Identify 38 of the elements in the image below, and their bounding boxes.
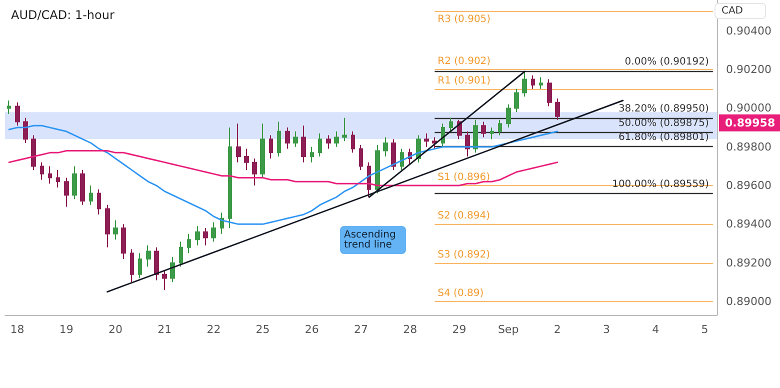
x-tick-label: 18 [10, 323, 24, 336]
ref-line-label: R3 (0.905) [438, 14, 491, 26]
x-tick-label: 19 [59, 323, 74, 336]
ref-line-label: R2 (0.902) [438, 56, 491, 68]
ref-line-label: 50.00% (0.89875) [618, 118, 709, 129]
y-tick-label: 0.89800 [726, 140, 772, 154]
y-tick-label: 0.89200 [726, 256, 772, 270]
x-tick-label: 20 [108, 323, 122, 336]
text: AUD/CAD: 1-hour [11, 8, 114, 22]
x-tick-label: 21 [158, 323, 172, 336]
ref-line-label: S2 (0.894) [438, 210, 490, 222]
x-tick-label: 27 [354, 323, 368, 336]
ref-line-label: 61.80% (0.89801) [618, 132, 709, 144]
ref-line-label: 0.00% (0.90192) [624, 56, 709, 68]
x-tick-label: 4 [652, 323, 660, 336]
x-tick-label: 29 [452, 323, 466, 336]
x-tick-label: 22 [206, 323, 221, 336]
x-tick-label: 2 [554, 323, 561, 336]
ref-line-label: S1 (0.896) [438, 172, 490, 184]
y-tick-label: 0.90000 [726, 102, 772, 115]
x-tick-label: Sep [498, 323, 519, 336]
ref-line-label: S3 (0.892) [438, 249, 490, 260]
y-tick-label: 0.90200 [726, 63, 772, 76]
ref-line-label: R1 (0.901) [438, 75, 491, 86]
x-tick-label: 26 [304, 323, 319, 336]
text: 0.89958 [725, 116, 776, 130]
x-tick-label: 3 [603, 323, 610, 336]
x-tick-label: 25 [256, 323, 270, 336]
ref-line-label: S4 (0.89) [438, 288, 484, 299]
annotation: Ascending trend line [344, 230, 400, 250]
ref-line-label: 38.20% (0.89950) [618, 103, 709, 114]
y-tick-label: 0.90400 [726, 24, 772, 38]
x-tick-label: 28 [403, 323, 418, 336]
y-tick-label: 0.89600 [726, 179, 772, 192]
y-tick-label: 0.89000 [726, 294, 772, 308]
y-axis-title: CAD [721, 6, 744, 16]
y-tick-label: 0.89400 [726, 218, 772, 231]
x-tick-label: 5 [701, 323, 708, 336]
